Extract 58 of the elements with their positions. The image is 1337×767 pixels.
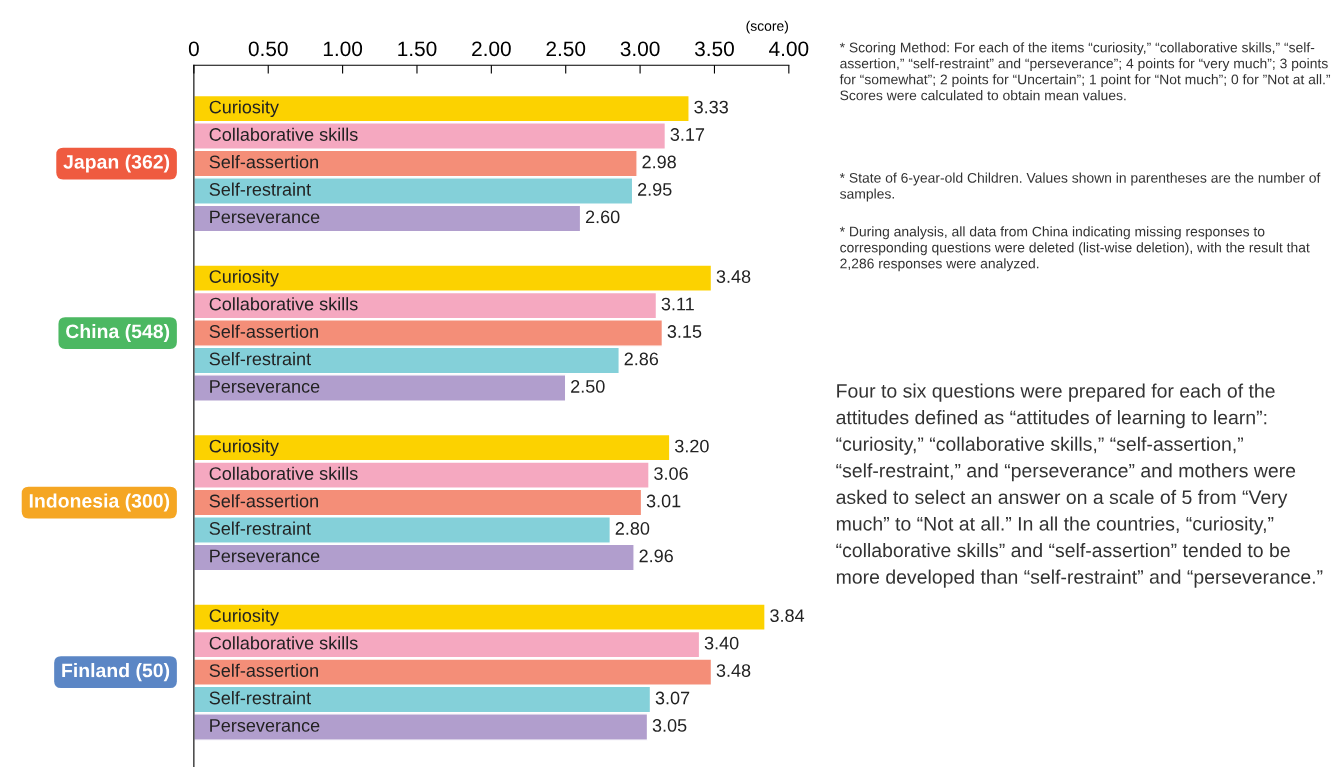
- series-label: Curiosity: [209, 269, 279, 287]
- x-tick-label: 4.00: [769, 41, 809, 57]
- text: Perseverance: [210, 210, 320, 224]
- text: * During analysis, all data from China indicating missing responses to corresponding questions were deleted (list-wise deletion), with the result that 2,286 responses were analyzed.: [839, 226, 1310, 272]
- data-label: 3.48: [716, 664, 751, 677]
- data-label: 3.15: [667, 325, 702, 338]
- text: Curiosity: [209, 439, 279, 457]
- x-tick-label: 3.00: [620, 41, 660, 57]
- text: Self-assertion: [209, 324, 318, 338]
- text: Collaborative skills: [209, 636, 358, 650]
- text: Self-restraint: [209, 182, 311, 196]
- text: Four to six questions were prepared for each of the attitudes defined as “attitudes of learning to learn”: “curiosity,” “collaborative skills,” “self-assertion,” “self-restraint,” and “perseverance” and mothers were asked to select an answer on a scale of 5 from “Very much” to “Not at all.” In all the countries, “curiosity,” “collaborative skills” and “self-assertion” tended to be more developed than “self-restraint” and “perseverance.”: [836, 383, 1323, 588]
- y-tick-label: Indonesia (300): [29, 493, 170, 512]
- text: Self-restraint: [209, 691, 311, 705]
- series-label: Perseverance: [210, 380, 320, 393]
- y-tick-label: Finland (50): [62, 663, 170, 682]
- text: Perseverance: [210, 719, 320, 732]
- text: Perseverance: [210, 549, 320, 563]
- x-tick-label: 0.50: [248, 41, 288, 57]
- series-label: Collaborative skills: [209, 127, 358, 141]
- data-label: 3.07: [655, 691, 690, 705]
- x-tick-label: 2.50: [546, 41, 586, 57]
- data-label: 3.05: [652, 719, 687, 732]
- data-label: 2.60: [585, 210, 620, 224]
- data-label: 2.96: [639, 549, 673, 563]
- x-axis-title: (score): [746, 20, 788, 34]
- text: Self-assertion: [209, 494, 318, 508]
- data-label: 3.01: [646, 494, 681, 508]
- data-label: 2.86: [624, 352, 659, 366]
- data-label: 2.50: [571, 380, 605, 393]
- text: * State of 6-year-old Children. Values shown in parentheses are the number of samples.: [839, 172, 1321, 202]
- data-label: 2.98: [642, 155, 676, 169]
- text: * Scoring Method: For each of the items “curiosity,” “collaborative skills,” “self- assertion,” “self-restraint” and “perseverance”; 4 points for “very much”; 3 points for “somewhat”; 2 points for “Uncertain”; 1 point for “Not much”; 0 for ”Not at all.” Scores were calculated to obtain mean values.: [839, 42, 1331, 101]
- text: Collaborative skills: [209, 297, 358, 311]
- x-tick-label: 1.00: [323, 41, 363, 57]
- x-tick-label: 0: [188, 41, 199, 57]
- x-tick-label: 2.00: [472, 41, 511, 57]
- data-label: 2.95: [638, 183, 672, 196]
- y-tick-label: Japan (362): [63, 154, 170, 173]
- x-tick-label: 3.50: [694, 41, 734, 57]
- x-tick-label: 1.50: [398, 41, 437, 57]
- series-label: Self-restraint: [209, 352, 311, 366]
- text: Curiosity: [209, 100, 279, 118]
- y-tick-label: China (548): [66, 323, 170, 343]
- data-label: 3.48: [716, 270, 751, 283]
- data-label: 2.80: [615, 522, 650, 535]
- data-label: 3.20: [674, 439, 709, 453]
- series-label: Self-assertion: [209, 155, 318, 169]
- data-label: 3.33: [694, 100, 728, 114]
- data-label: 3.17: [670, 128, 705, 141]
- text: Self-restraint: [209, 521, 311, 535]
- data-label: 3.06: [654, 467, 688, 480]
- data-label: 3.40: [704, 636, 739, 650]
- data-label: 3.11: [661, 297, 694, 311]
- text: Collaborative skills: [209, 466, 358, 480]
- text: Self-assertion: [209, 663, 318, 677]
- text: Curiosity: [209, 608, 279, 626]
- data-label: 3.84: [770, 609, 805, 622]
